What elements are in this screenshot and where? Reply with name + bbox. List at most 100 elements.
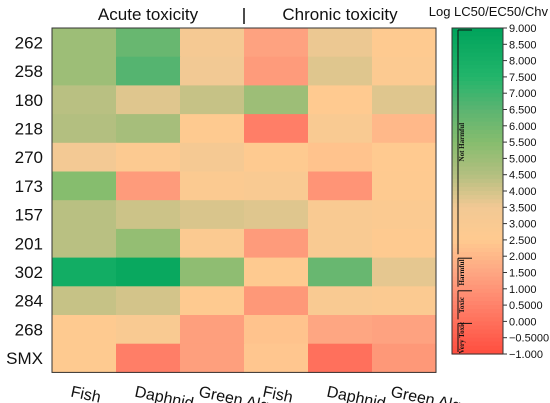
heatmap-cell: [372, 315, 437, 345]
colorbar-segment: [452, 256, 503, 261]
colorbar-segment: [452, 72, 503, 78]
colorbar-segment: [452, 138, 503, 143]
colorbar-tick-label: 0.000: [509, 316, 537, 328]
colorbar-segment: [452, 48, 503, 54]
colorbar-segment: [452, 85, 503, 90]
heatmap-cell: [116, 142, 181, 172]
colorbar-tick-label: 7.000: [509, 88, 537, 100]
heatmap-cell: [180, 315, 245, 345]
colorbar-tick-label: 6.500: [509, 105, 537, 117]
row-label: 302: [15, 263, 43, 282]
heatmap-cell: [308, 171, 373, 201]
colorbar-segment: [452, 207, 503, 212]
colorbar-segment: [452, 243, 503, 249]
category-label: Toxic: [458, 297, 466, 313]
colorbar-segment: [452, 195, 503, 200]
heatmap-cell: [180, 200, 245, 230]
colorbar-segment: [452, 125, 503, 131]
row-label: 270: [15, 148, 43, 167]
group-label-2: Chronic toxicity: [282, 5, 398, 24]
heatmap-cell: [372, 142, 437, 172]
colorbar-tick-label: 5.000: [509, 153, 537, 165]
heatmap-cell: [116, 343, 181, 373]
colorbar-segment: [452, 170, 503, 176]
heatmap-cell: [180, 171, 245, 201]
heatmap-cell: [180, 286, 245, 316]
heatmap-cell: [308, 315, 373, 345]
heatmap-cell: [180, 343, 245, 373]
colorbar-segment: [452, 93, 503, 98]
colorbar-segment: [452, 52, 503, 58]
column-label: Daphnid: [133, 384, 195, 403]
colorbar-segment: [452, 231, 503, 237]
colorbar-segment: [452, 329, 503, 335]
colorbar-tick-label: 7.500: [509, 72, 537, 84]
colorbar-segment: [452, 166, 503, 172]
heatmap-cell: [244, 171, 309, 201]
heatmap-cell: [372, 114, 437, 144]
heatmap-cell: [372, 343, 437, 373]
colorbar-segment: [452, 162, 503, 168]
heatmap-cell: [116, 85, 181, 115]
column-label: Fish: [69, 384, 102, 403]
heatmap-cell: [52, 85, 117, 115]
colorbar-segment: [452, 56, 503, 62]
colorbar-tick-label: 9.000: [509, 23, 537, 35]
heatmap-cell: [116, 257, 181, 287]
colorbar-segment: [452, 105, 503, 111]
colorbar-tick-label: 2.500: [509, 235, 537, 247]
colorbar-segment: [452, 268, 503, 274]
heatmap-cell: [116, 228, 181, 259]
row-label: 173: [15, 177, 43, 196]
colorbar-tick-label: −1.000: [509, 349, 543, 361]
colorbar-segment: [452, 341, 503, 347]
colorbar-segment: [452, 239, 503, 245]
colorbar-segment: [452, 101, 503, 107]
colorbar-segment: [452, 288, 503, 294]
colorbar-segment: [452, 280, 503, 286]
colorbar-segment: [452, 89, 503, 94]
heatmap-cell: [372, 171, 437, 201]
heatmap-cell: [308, 114, 373, 144]
heatmap-cell: [244, 228, 309, 259]
colorbar-tick-label: 3.500: [509, 202, 537, 214]
colorbar-segment: [452, 203, 503, 208]
heatmap-cell: [116, 56, 181, 86]
heatmap-cell: [116, 315, 181, 345]
colorbar-segment: [452, 142, 503, 147]
colorbar-segment: [452, 68, 503, 74]
colorbar-segment: [452, 284, 503, 290]
colorbar-segment: [452, 349, 503, 355]
heatmap-cell: [52, 56, 117, 86]
heatmap-cell: [116, 200, 181, 230]
colorbar-segment: [452, 301, 503, 306]
heatmap-cell: [52, 28, 117, 58]
heatmap-cell: [180, 28, 245, 58]
heatmap-cell: [52, 228, 117, 259]
heatmap-cell: [244, 28, 309, 58]
colorbar-tick-label: 6.000: [509, 121, 537, 133]
heatmap-cell: [308, 200, 373, 230]
colorbar-segment: [452, 223, 503, 229]
colorbar-segment: [452, 313, 503, 318]
colorbar-segment: [452, 211, 503, 217]
colorbar-segment: [452, 227, 503, 233]
heatmap-cell: [116, 28, 181, 58]
colorbar-segment: [452, 150, 503, 155]
colorbar-segment: [452, 272, 503, 278]
heatmap-cell: [52, 343, 117, 373]
colorbar-segment: [452, 32, 503, 37]
colorbar-segment: [452, 235, 503, 241]
row-label: 201: [15, 234, 43, 253]
heatmap-cell: [372, 228, 437, 259]
heatmap-cell: [308, 142, 373, 172]
heatmap-cell: [52, 257, 117, 287]
heatmap-cell: [116, 171, 181, 201]
heatmap-cell: [52, 286, 117, 316]
heatmap-cell: [244, 315, 309, 345]
colorbar-segment: [452, 97, 503, 102]
heatmap-cell: [372, 56, 437, 86]
colorbar-segment: [452, 292, 503, 298]
heatmap-cell: [308, 85, 373, 115]
